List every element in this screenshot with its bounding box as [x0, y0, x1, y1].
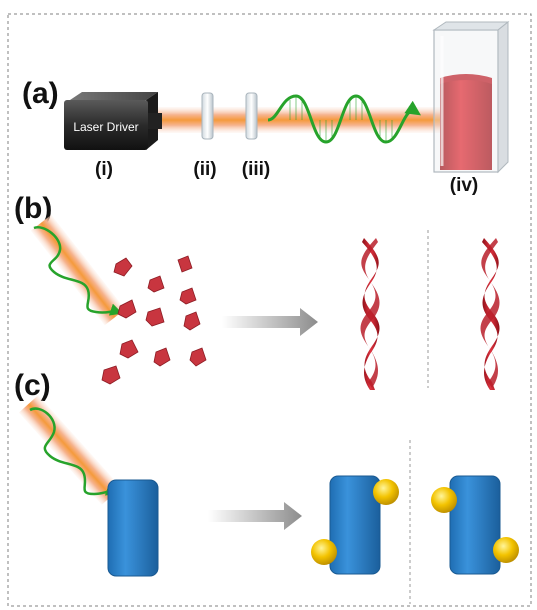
optic-ii	[201, 92, 214, 140]
nanoblock-after-2	[431, 475, 519, 575]
laser-driver-text: Laser Driver	[73, 120, 138, 134]
wave-hatching	[289, 97, 393, 141]
gold-nanoparticle	[431, 487, 457, 513]
helix-left	[360, 238, 380, 390]
optic-iii	[245, 92, 258, 140]
polarization-wave-c	[29, 407, 119, 496]
laser-driver: Laser Driver	[64, 92, 162, 150]
process-arrow-c	[208, 502, 302, 530]
crystal-cluster	[101, 255, 207, 385]
helix-right	[480, 238, 500, 390]
gold-nanoparticle	[311, 539, 337, 565]
nanoblock-after-1	[311, 475, 399, 575]
polarization-wave	[267, 94, 422, 144]
process-arrow-b	[222, 308, 318, 336]
gold-nanoparticle	[493, 537, 519, 563]
diagonal-beam-b	[30, 214, 126, 326]
panel-c: (c)	[14, 369, 519, 604]
figure-border	[7, 13, 532, 607]
panel-a: (a) Laser Driver	[22, 20, 510, 196]
cuvette	[432, 20, 510, 174]
diagonal-beam-c	[18, 395, 122, 505]
component-label-i: (i)	[95, 159, 113, 180]
nanoblock-before	[107, 479, 159, 577]
panel-b: (b)	[14, 192, 500, 390]
component-label-iv: (iv)	[450, 175, 479, 196]
panel-a-label: (a)	[22, 77, 59, 110]
component-label-ii: (ii)	[193, 159, 216, 180]
component-label-iii: (iii)	[242, 159, 271, 180]
polarization-wave-b	[33, 226, 123, 316]
panel-c-label: (c)	[14, 369, 51, 402]
gold-nanoparticle	[373, 479, 399, 505]
